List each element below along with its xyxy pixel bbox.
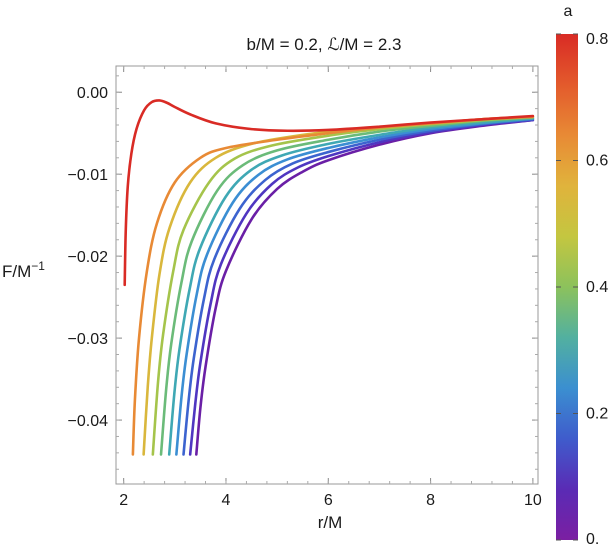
y-axis-label-sup: −1: [31, 259, 45, 273]
y-axis-label-main: F/M: [2, 262, 31, 281]
series-line: [151, 115, 535, 456]
chart-title: b/M = 0.2, ℒ/M = 2.3: [247, 35, 402, 54]
colorbar-tick-label: 0.: [586, 531, 599, 548]
y-tick-label: −0.04: [68, 413, 109, 430]
plot-frame: [115, 65, 539, 485]
series-line: [188, 118, 535, 456]
series-line: [123, 99, 535, 287]
x-tick-label: 10: [524, 492, 542, 509]
y-axis-label: F/M−1: [2, 259, 45, 281]
series-line: [159, 116, 535, 456]
series-line: [175, 117, 535, 456]
series-line: [182, 117, 535, 456]
colorbar-title: a: [564, 3, 573, 20]
series-line: [195, 118, 535, 456]
x-axis: 2 4 6 8 10: [119, 66, 542, 509]
colorbar-tick-label: 0.6: [586, 153, 608, 170]
colorbar: [556, 34, 578, 540]
colorbar-ticks: 0. 0.2 0.4 0.6 0.8: [556, 31, 608, 548]
y-tick-label: −0.01: [68, 167, 109, 184]
x-tick-label: 4: [222, 492, 231, 509]
colorbar-tick-label: 0.4: [586, 279, 608, 296]
y-tick-label: −0.02: [68, 249, 109, 266]
series-lines: [123, 99, 535, 456]
colorbar-tick-label: 0.2: [586, 406, 608, 423]
x-tick-label: 2: [119, 492, 128, 509]
y-axis: 0.00 −0.01 −0.02 −0.03 −0.04: [68, 75, 538, 470]
x-tick-label: 8: [426, 492, 435, 509]
y-tick-label: 0.00: [77, 85, 108, 102]
colorbar-tick-label: 0.8: [586, 31, 608, 48]
series-line: [167, 117, 535, 456]
x-axis-label: r/M: [318, 513, 343, 532]
y-tick-label: −0.03: [68, 331, 109, 348]
x-tick-label: 6: [324, 492, 333, 509]
series-line: [131, 115, 535, 456]
